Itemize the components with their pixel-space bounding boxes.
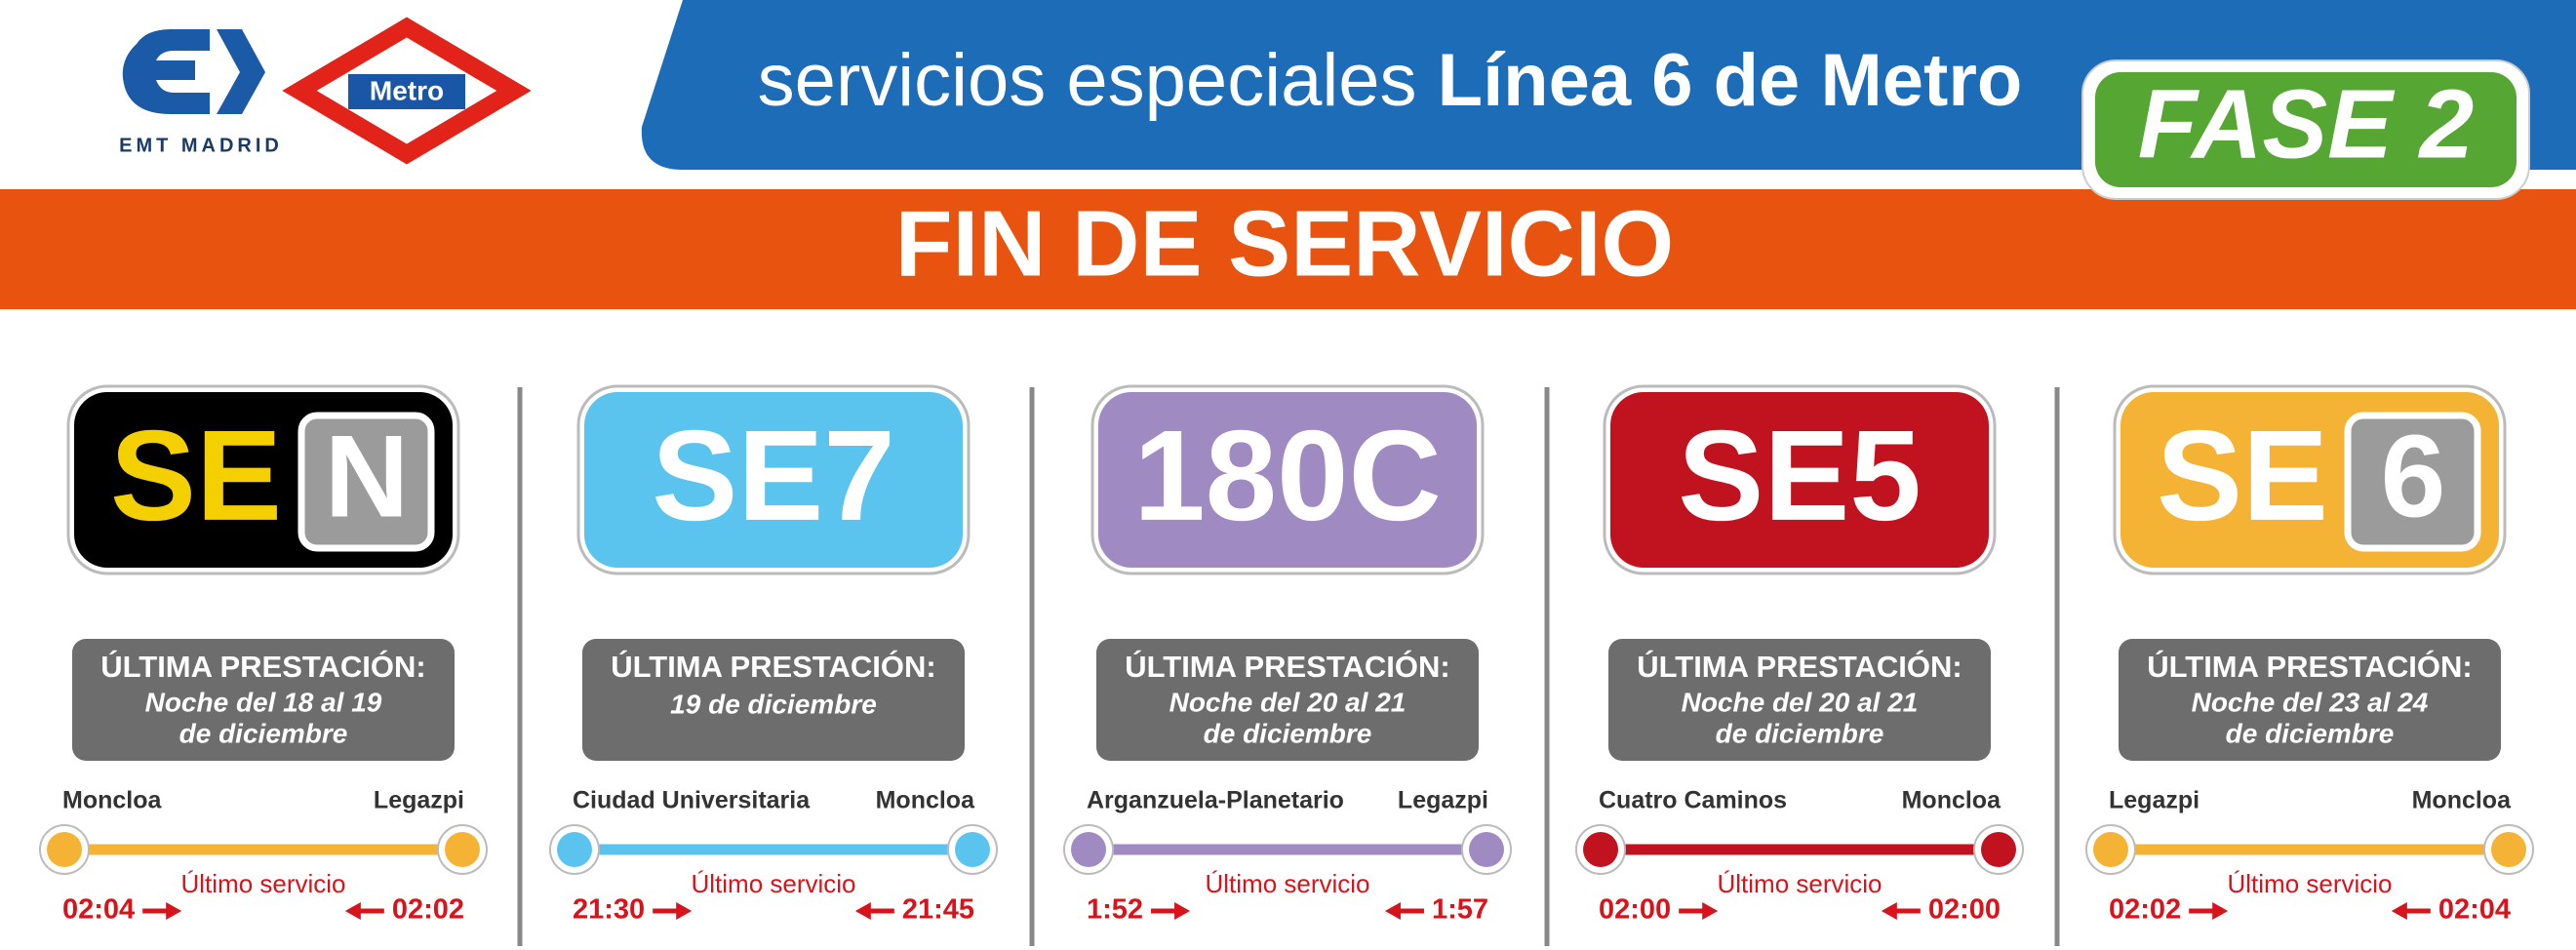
arrow-head (1384, 902, 1401, 920)
info-box (72, 639, 455, 761)
banner-text: FIN DE SERVICIO (895, 191, 1674, 296)
info-box (1608, 639, 1991, 761)
badge-text: SE5 (1678, 404, 1922, 547)
emt-logo: EMT MADRID (119, 29, 283, 156)
emt-logo-text: EMT MADRID (119, 135, 283, 156)
last-label: ÚLTIMA PRESTACIÓN: (1125, 649, 1450, 684)
last-label: ÚLTIMA PRESTACIÓN: (100, 649, 426, 684)
stop-dot (557, 832, 592, 867)
origin-stop: Ciudad Universitaria (573, 787, 811, 814)
metro-logo: Metro (282, 17, 532, 165)
badge (1610, 392, 1989, 568)
stop-dot (1583, 832, 1618, 867)
date-line: Noche del 20 al 21 (1682, 687, 1919, 717)
header-title: servicios especiales Línea 6 de Metro (758, 39, 2023, 122)
metro-logo-text: Metro (370, 75, 444, 105)
service-label: Último servicio (1717, 869, 1882, 898)
last-label: ÚLTIMA PRESTACIÓN: (2147, 649, 2473, 684)
date-line: de diciembre (1716, 718, 1884, 748)
arrow-head (1881, 902, 1897, 920)
badge-box (297, 412, 435, 552)
service-label: Último servicio (1205, 869, 1369, 898)
arrow-head (1702, 902, 1719, 920)
stop-dot (47, 832, 82, 867)
badge (1098, 392, 1477, 568)
stop-dot (445, 832, 480, 867)
info-box (2119, 639, 2501, 761)
arrival-time: 02:04 (2438, 894, 2511, 926)
badge-box (2344, 412, 2481, 552)
arrow-head (854, 902, 871, 920)
date-line: Noche del 20 al 21 (1169, 687, 1407, 717)
title-bold: Línea 6 de Metro (1438, 39, 2023, 122)
arrow-head (166, 902, 182, 920)
phase-text: FASE 2 (2138, 69, 2475, 178)
last-label: ÚLTIMA PRESTACIÓN: (611, 649, 936, 684)
departure-time: 02:02 (2109, 894, 2181, 926)
date-line: de diciembre (1204, 718, 1372, 748)
stop-dot (1981, 832, 2016, 867)
info-box (582, 639, 965, 761)
arrow-head (2391, 902, 2407, 920)
badge-box-text: N (325, 412, 410, 542)
destination-stop: Legazpi (374, 787, 464, 814)
phase-box (2095, 72, 2517, 187)
title-light: servicios especiales (758, 39, 1417, 122)
arrival-time: 1:57 (1432, 894, 1488, 926)
destination-stop: Moncloa (1902, 787, 2001, 814)
origin-stop: Cuatro Caminos (1599, 787, 1787, 814)
stop-dot (2491, 832, 2526, 867)
badge-text: SE7 (652, 404, 895, 547)
service-label: Último servicio (2227, 869, 2392, 898)
badge-text: SE (110, 404, 282, 547)
arrival-time: 21:45 (902, 894, 974, 926)
origin-stop: Moncloa (62, 787, 162, 814)
banner-band (0, 189, 2576, 309)
info-box (1096, 639, 1479, 761)
date-line: Noche del 18 al 19 (145, 687, 382, 717)
departure-time: 02:04 (62, 894, 135, 926)
badge (584, 392, 963, 568)
destination-stop: Moncloa (2412, 787, 2512, 814)
date-line: Noche del 23 al 24 (2192, 687, 2429, 717)
departure-time: 1:52 (1087, 894, 1143, 926)
badge-box-text: 6 (2381, 412, 2446, 542)
badge-text: SE (2157, 404, 2328, 547)
service-label: Último servicio (180, 869, 345, 898)
stop-dot (1469, 832, 1504, 867)
arrow-head (1174, 902, 1191, 920)
origin-stop: Legazpi (2109, 787, 2200, 814)
origin-stop: Arganzuela-Planetario (1087, 787, 1344, 814)
destination-stop: Legazpi (1398, 787, 1488, 814)
arrow-head (676, 902, 693, 920)
arrival-time: 02:02 (392, 894, 464, 926)
arrival-time: 02:00 (1928, 894, 2001, 926)
arrow-head (2212, 902, 2229, 920)
date-line: de diciembre (2226, 718, 2395, 748)
badge-text: 180C (1133, 404, 1442, 547)
date-line: 19 de diciembre (670, 689, 877, 719)
date-line: de diciembre (179, 718, 348, 748)
destination-stop: Moncloa (876, 787, 975, 814)
departure-time: 21:30 (573, 894, 645, 926)
stop-dot (1071, 832, 1106, 867)
stop-dot (2093, 832, 2128, 867)
stop-dot (955, 832, 990, 867)
departure-time: 02:00 (1599, 894, 1671, 926)
arrow-head (344, 902, 361, 920)
last-label: ÚLTIMA PRESTACIÓN: (1637, 649, 1962, 684)
service-label: Último servicio (691, 869, 855, 898)
